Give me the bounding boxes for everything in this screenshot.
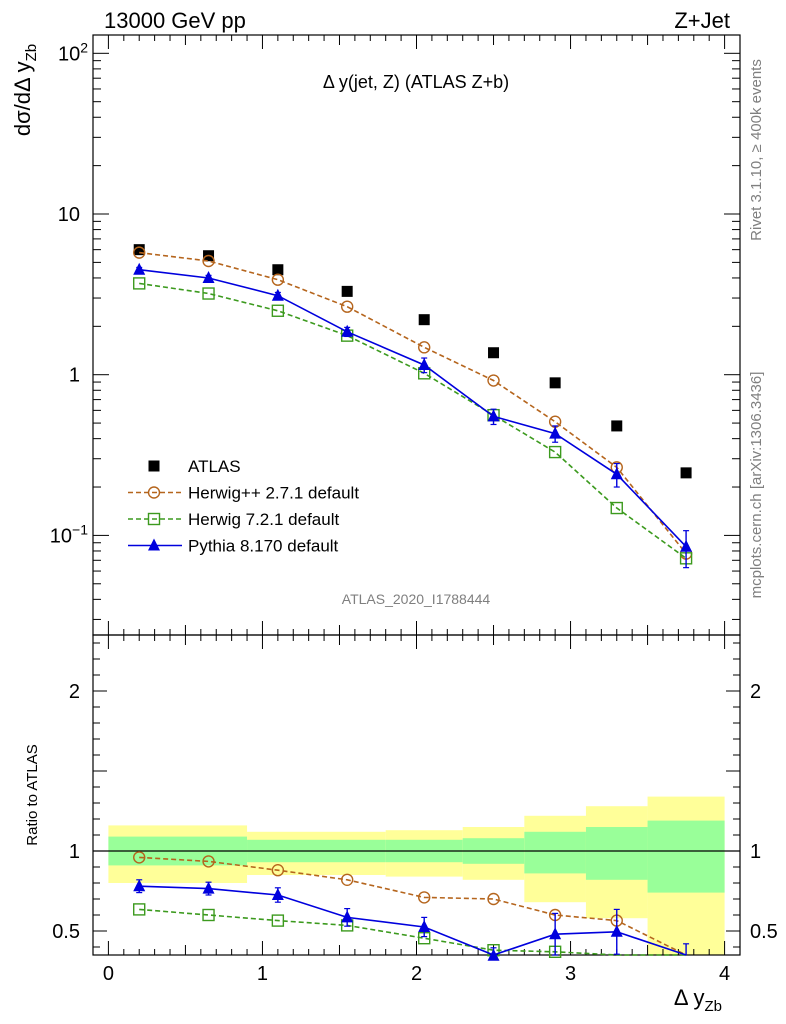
herwig-2-7-1-default-point (133, 246, 146, 259)
main-y-axis-label: dσ/dΔ yZb (10, 44, 40, 136)
legend-atlas-marker (148, 460, 160, 472)
herwig-2-7-1-default-point (133, 851, 146, 864)
y-tick-label: 10 (58, 204, 80, 226)
pythia-8-170-default-point (610, 467, 623, 480)
herwig-2-7-1-default-point (418, 341, 431, 354)
herwig-2-7-1-default-line (139, 856, 687, 956)
y-tick-label: 102 (58, 39, 88, 65)
pythia-8-170-default-point (202, 270, 215, 283)
pythia-8-170-default-point (610, 924, 623, 937)
ratio-y-tick-label: 0.5 (52, 921, 80, 943)
pythia-8-170-default-point (487, 409, 500, 422)
herwig-7-2-1-default-point (548, 445, 562, 459)
herwig-2-7-1-default-point (202, 855, 215, 868)
ratio-y-tick-label: 2 (69, 681, 80, 703)
x-axis-label: Δ yZb (674, 985, 722, 1015)
legend-herwig-2-7-1-default-label: Herwig++ 2.7.1 default (188, 484, 359, 503)
mcplots-reference-label: mcplots.cern.ch [arXiv:1306.3436] (748, 372, 765, 599)
pythia-8-170-default-point (549, 426, 562, 439)
atlas-point (133, 244, 145, 256)
herwig-2-7-1-default-point (271, 273, 285, 286)
pythia-8-170-default-point (133, 879, 146, 892)
herwig-7-2-1-default-point (202, 287, 215, 300)
herwig-7-2-1-default-point (610, 501, 623, 515)
x-tick-label: 0 (103, 963, 114, 985)
atlas-point (680, 467, 692, 479)
main-y-axis-label-sub: Zb (23, 44, 40, 62)
atlas-point (549, 377, 561, 389)
y-tick-label: 10−1 (50, 521, 88, 547)
x-axis-label-main: Δ y (674, 985, 705, 1010)
pythia-8-170-default-line (139, 268, 687, 548)
x-axis-label-sub: Zb (704, 998, 722, 1015)
ratio-y-tick-label-right: 1 (750, 841, 761, 863)
x-tick-label: 1 (257, 963, 268, 985)
legend-herwig-7-2-1-default-marker (147, 512, 161, 526)
ratio-y-tick-label-right: 0.5 (750, 921, 778, 943)
x-tick-label: 3 (565, 963, 576, 985)
plot-title: Δ y(jet, Z) (ATLAS Z+b) (323, 72, 509, 92)
atlas-point (418, 314, 430, 326)
process-label: Z+Jet (674, 8, 730, 33)
legend-atlas-label: ATLAS (188, 457, 241, 476)
ratio-y-tick-label: 1 (69, 841, 80, 863)
pythia-8-170-default-point (418, 920, 431, 932)
legend-herwig-7-2-1-default-label: Herwig 7.2.1 default (188, 510, 339, 529)
pythia-8-170-default-point (549, 927, 562, 940)
herwig-2-7-1-default-point (340, 300, 354, 313)
pythia-8-170-default-point (341, 910, 354, 923)
herwig-7-2-1-default-point (133, 277, 146, 290)
ratio-stat-uncertainty-band (585, 827, 648, 880)
legend-herwig-2-7-1-default-marker (147, 486, 161, 499)
x-tick-label: 4 (719, 963, 730, 985)
pythia-8-170-default-point (271, 888, 284, 900)
watermark-label: ATLAS_2020_I1788444 (342, 591, 491, 607)
energy-label: 13000 GeV pp (104, 8, 246, 33)
herwig-2-7-1-default-point (418, 891, 431, 904)
main-panel: 102 10 1 10−1 (50, 34, 741, 636)
ratio-y-tick-label-right: 2 (750, 681, 761, 703)
ratio-stat-uncertainty-band (524, 831, 586, 874)
herwig-2-7-1-default-point (487, 892, 500, 906)
pythia-8-170-default-point (271, 288, 284, 301)
herwig-7-2-1-default-point (271, 914, 285, 927)
x-tick-label: 2 (411, 963, 422, 985)
ratio-y-axis-label: Ratio to ATLAS (24, 744, 41, 845)
ratio-panel: 0 1 2 3 4 0.5 0.5 1 1 2 2 (52, 634, 778, 985)
atlas-point (341, 285, 353, 297)
herwig-7-2-1-default-point (133, 903, 146, 916)
herwig-2-7-1-default-line (139, 251, 687, 555)
legend: ATLAS Herwig++ 2.7.1 default Herwig 7.2.1 … (128, 457, 359, 556)
herwig-2-7-1-default-point (202, 254, 215, 268)
herwig-7-2-1-default-point (271, 304, 285, 317)
ratio-stat-uncertainty-band (647, 820, 725, 893)
pythia-8-170-default-point (133, 262, 146, 275)
legend-pythia-8-170-default-marker (148, 538, 160, 551)
pythia-8-170-default-point (487, 948, 500, 961)
pythia-8-170-default-point (341, 324, 354, 337)
herwig-2-7-1-default-point (487, 374, 500, 387)
atlas-point (272, 264, 284, 276)
y-tick-label: 1 (69, 365, 80, 387)
pythia-8-170-default-point (202, 881, 215, 894)
atlas-point (488, 347, 500, 359)
herwig-7-2-1-default-line (139, 908, 687, 956)
herwig-7-2-1-default-point (202, 908, 215, 922)
pythia-8-170-default-point (680, 539, 693, 552)
herwig-2-7-1-default-point (340, 873, 354, 886)
rivet-version-label: Rivet 3.1.10, ≥ 400k events (748, 59, 765, 241)
pythia-8-170-default-point (418, 357, 431, 370)
main-y-axis-label-main: dσ/dΔ y (10, 61, 35, 136)
legend-pythia-8-170-default-label: Pythia 8.170 default (188, 537, 339, 556)
herwig-2-7-1-default-point (271, 864, 285, 877)
atlas-point (611, 420, 623, 432)
herwig-7-2-1-default-line (139, 282, 687, 559)
